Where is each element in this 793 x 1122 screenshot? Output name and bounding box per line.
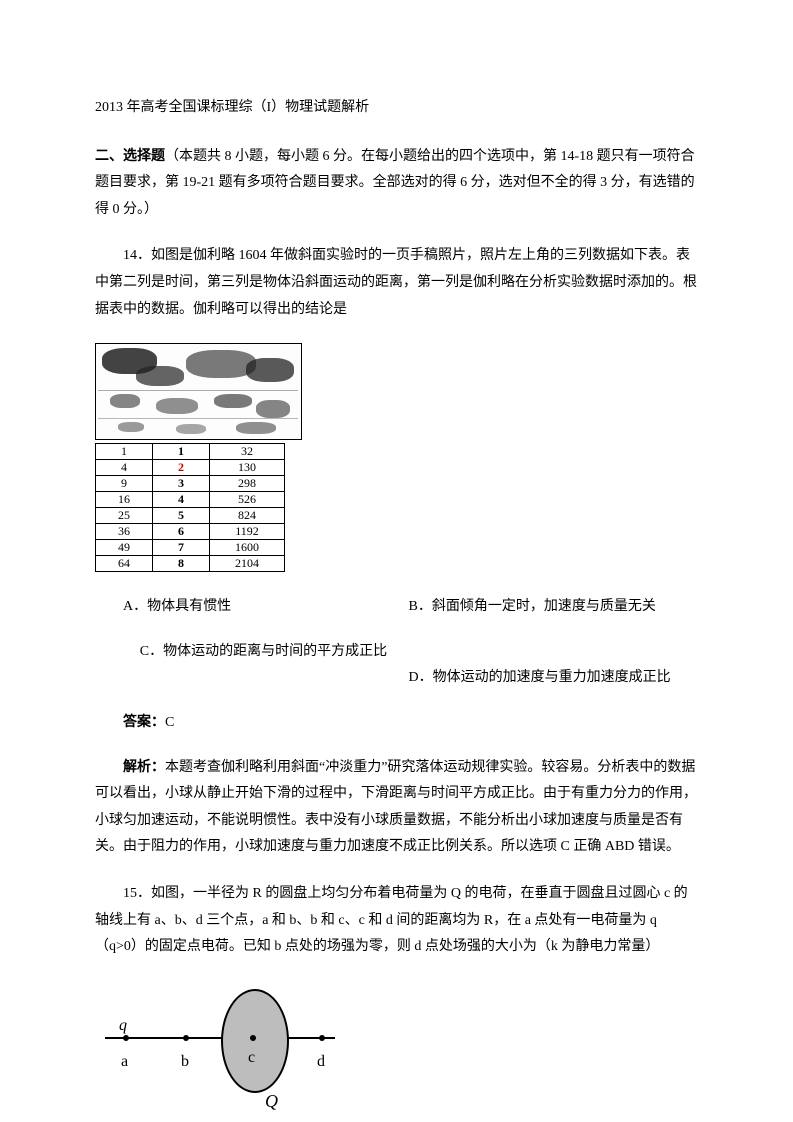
table-cell: 16	[96, 492, 153, 508]
table-cell: 4	[153, 492, 210, 508]
table-cell: 824	[210, 508, 285, 524]
table-cell: 6	[153, 524, 210, 540]
section-heading-rest: （本题共 8 小题，每小题 6 分。在每小题给出的四个选项中，第 14-18 题…	[95, 149, 695, 217]
table-cell: 2	[153, 460, 210, 476]
table-cell: 36	[96, 524, 153, 540]
axis-line	[105, 1037, 335, 1039]
answer-value: C	[165, 715, 174, 730]
table-cell: 7	[153, 540, 210, 556]
label-c: c	[248, 1043, 255, 1073]
q14-answer: 答案：C	[95, 710, 698, 737]
section-heading: 二、选择题（本题共 8 小题，每小题 6 分。在每小题给出的四个选项中，第 14…	[95, 144, 698, 224]
q14-analysis: 解析：本题考查伽利略利用斜面“冲淡重力”研究落体运动规律实验。较容易。分析表中的…	[95, 755, 698, 861]
table-cell: 1600	[210, 540, 285, 556]
table-cell: 64	[96, 556, 153, 572]
answer-label: 答案：	[123, 715, 165, 730]
label-big-q: Q	[265, 1084, 278, 1118]
table-cell: 1	[96, 444, 153, 460]
point-c-dot	[250, 1035, 256, 1041]
table-cell: 3	[153, 476, 210, 492]
table-cell: 1192	[210, 524, 285, 540]
table-cell: 298	[210, 476, 285, 492]
section-heading-bold: 二、选择题	[95, 149, 165, 164]
label-q: q	[119, 1011, 127, 1041]
point-d-dot	[319, 1035, 325, 1041]
label-b: b	[181, 1047, 189, 1077]
table-cell: 526	[210, 492, 285, 508]
table-cell: 1	[153, 444, 210, 460]
label-d: d	[317, 1047, 325, 1077]
q14-options: A．物体具有惯性 B．斜面倾角一定时，加速度与质量无关 C．物体运动的距离与时间…	[95, 594, 698, 692]
q14-option-b: B．斜面倾角一定时，加速度与质量无关	[409, 594, 698, 621]
q14-data-table: 1132421309329816452625582436611924971600…	[95, 443, 285, 572]
label-a: a	[121, 1047, 128, 1077]
table-cell: 49	[96, 540, 153, 556]
q14-stem: 14．如图是伽利略 1604 年做斜面实验时的一页手稿照片，照片左上角的三列数据…	[95, 243, 698, 323]
charged-disk	[221, 989, 289, 1093]
point-b-dot	[183, 1035, 189, 1041]
table-cell: 8	[153, 556, 210, 572]
q15-stem: 15．如图，一半径为 R 的圆盘上均匀分布着电荷量为 Q 的电荷，在垂直于圆盘且…	[95, 881, 698, 961]
q15-figure: q a b c d Q	[95, 981, 345, 1121]
table-cell: 32	[210, 444, 285, 460]
q14-option-d: D．物体运动的加速度与重力加速度成正比	[409, 665, 698, 692]
q14-figure: 1132421309329816452625582436611924971600…	[95, 343, 698, 572]
page-title: 2013 年高考全国课标理综（I）物理试题解析	[95, 95, 698, 122]
table-cell: 130	[210, 460, 285, 476]
table-cell: 9	[96, 476, 153, 492]
q14-option-c: C．物体运动的距离与时间的平方成正比	[95, 639, 698, 666]
table-cell: 2104	[210, 556, 285, 572]
analysis-text: 本题考查伽利略利用斜面“冲淡重力”研究落体运动规律实验。较容易。分析表中的数据可…	[95, 760, 697, 855]
q14-option-a: A．物体具有惯性	[95, 594, 409, 621]
table-cell: 4	[96, 460, 153, 476]
analysis-label: 解析：	[123, 760, 165, 775]
manuscript-image	[95, 343, 302, 440]
table-cell: 25	[96, 508, 153, 524]
table-cell: 5	[153, 508, 210, 524]
